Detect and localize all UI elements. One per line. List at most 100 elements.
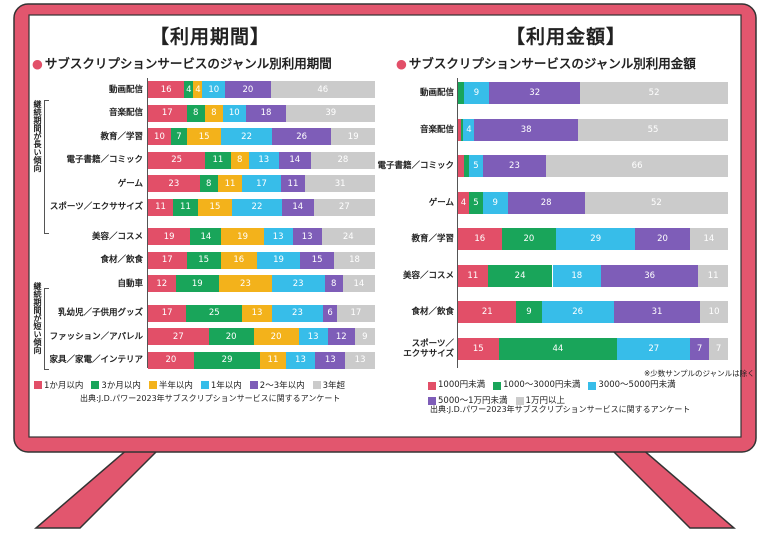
bar-segment [219,275,272,292]
bar-row: 0293252 [458,82,728,104]
left-group-bracket-short [44,288,49,370]
bar-segment [220,251,257,269]
bar-segment [516,301,542,323]
data-label: 4 [195,84,201,95]
data-label: 13 [301,231,313,242]
legend-item: 1000円未満 [428,379,485,392]
left-group-label-short: 継続期間が短い傾向 [33,282,42,354]
data-label: 36 [644,270,656,281]
category-label: 動画配信 [109,85,143,95]
legend-swatch [515,397,524,405]
bar-segment [175,275,220,292]
category-label-line: スポーツ／エクササイズ [49,202,143,212]
bar-segment [310,151,375,169]
legend-label: 2～3年以内 [259,381,305,391]
data-label: 15 [198,131,210,142]
legend-swatch [428,381,436,390]
tv-screen: 【利用期間】 ● サブスクリプションサービスのジャンル別利用期間 継続期間が長い傾… [30,16,755,436]
bar-row: 2252366 [458,155,728,177]
data-label: 28 [540,197,552,208]
legend-item: 半年以内 [148,379,193,391]
category-label-line: 動画配信 [419,88,454,98]
bar-segment [242,175,281,192]
bar-segment [271,304,324,322]
data-label: 20 [270,331,282,342]
bar-segment [324,275,343,292]
data-label: 14 [703,234,715,244]
data-label: 19 [191,278,203,289]
category-label-line: 自動車 [117,278,143,289]
data-label: 7 [696,343,703,354]
bar-row: 12 19 23 23 8 14 [148,275,375,292]
bar-segment [285,351,316,369]
data-label: 23 [240,278,251,289]
bar-segment [458,155,464,177]
category-label-line: 家具／家電／インテリア [49,355,143,365]
data-label: 9 [492,197,498,208]
legend-swatch [200,381,209,389]
data-label: 13 [251,308,263,318]
legend-swatch [249,381,258,389]
bar-segment [278,151,311,169]
data-label: 66 [631,161,643,171]
bar-segment [709,337,728,360]
bar-segment [458,301,517,323]
bar-segment [148,251,187,269]
bar-segment [580,82,728,104]
left-group-label-long: 継続期間が長い傾向 [33,100,42,172]
data-label: 19 [273,255,284,265]
data-label: 19 [237,231,248,242]
data-label: 39 [325,108,337,118]
bar-segment [270,81,375,98]
data-label: 4 [186,84,192,95]
left-legend: 1か月以内 3か月以内 半年以内 1年以内 2～3年以内 3年超 [34,379,353,392]
data-label: 52 [648,88,660,98]
left-chart-title: 【利用期間】 [149,26,270,48]
data-label: 22 [241,131,252,142]
bar-segment [245,104,287,122]
data-label: 17 [161,308,173,318]
data-label: 13 [307,331,319,342]
bar-segment [186,304,243,322]
data-label: 10 [708,307,720,317]
category-label-line: 音楽配信 [419,124,454,135]
bar-segment [498,337,618,360]
bar-segment [222,104,246,122]
bar-segment [327,328,355,345]
bar-segment [458,118,461,141]
category-label: 食材／飲食 [411,307,454,317]
data-label: 15 [198,255,210,265]
category-label: スポーツ／エクササイズ [403,339,454,359]
bar-row: 10 7 15 22 26 19 [148,128,375,145]
bar-segment [256,251,301,269]
category-label: 電子書籍／コミック [66,155,143,165]
data-label: 11 [224,178,236,189]
data-label: 20 [225,331,237,342]
data-label: 17 [350,308,362,318]
legend-label: 1万円以上 [525,395,565,406]
bar-segment [184,81,194,98]
bar-segment [190,228,222,245]
legend-label: 3か月以内 [101,381,141,391]
bar-segment [253,328,299,345]
category-label: ファッション／アパレル [50,332,143,342]
left-axis-line [147,78,148,368]
category-label: ゲーム [118,179,143,189]
bar-segment [221,128,272,145]
bar-segment [217,175,243,192]
bar-segment [474,118,578,141]
data-label: 23 [292,308,303,318]
data-label: 29 [221,355,233,365]
bar-segment [321,228,375,245]
bar-segment [342,275,375,292]
legend-swatch [588,381,597,390]
legend-label: 5000～1万円未満 [438,395,508,406]
data-label: 11 [180,202,191,212]
left-subtitle-text: サブスクリプションサービスのジャンル別利用期間 [44,56,332,71]
bar-segment [617,337,691,360]
data-label: 15 [472,343,484,354]
category-label-line: 電子書籍／コミック [66,155,143,165]
bar-segment [323,304,337,322]
data-label: 11 [267,355,279,365]
data-label: 20 [523,234,535,244]
